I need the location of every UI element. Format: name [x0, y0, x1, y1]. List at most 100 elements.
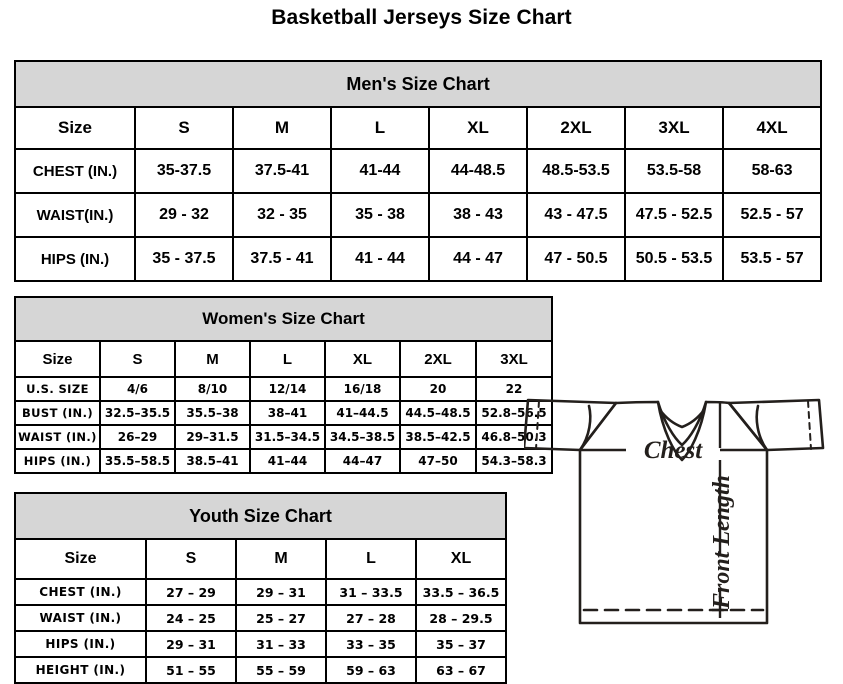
table-cell: 53.5 - 57	[721, 236, 823, 282]
table-cell: 35.5–38	[174, 400, 251, 426]
column-header-m: M	[232, 106, 332, 150]
table-cell: 32 - 35	[232, 192, 332, 238]
table-cell: 25 – 27	[235, 604, 327, 632]
table-cell: 20	[399, 376, 477, 402]
table-cell: 38 - 43	[428, 192, 528, 238]
table-cell: 34.5–38.5	[324, 424, 401, 450]
table-cell: 29 – 31	[145, 630, 237, 658]
table-row: HIPS (IN.) 35 - 37.5 37.5 - 41 41 - 44 4…	[14, 236, 823, 282]
table-cell: 33.5 – 36.5	[415, 578, 507, 606]
table-cell: 50.5 - 53.5	[624, 236, 724, 282]
table-cell: 33 – 35	[325, 630, 417, 658]
table-cell: 16/18	[324, 376, 401, 402]
row-label: WAIST (IN.)	[14, 424, 101, 450]
column-header-2xl: 2XL	[526, 106, 626, 150]
column-header-xl: XL	[324, 340, 401, 378]
jersey-outline-icon	[524, 398, 825, 625]
jersey-measurement-diagram: Chest Front Length	[524, 360, 839, 650]
row-label: HIPS (IN.)	[14, 630, 147, 658]
table-caption-row: Women's Size Chart	[13, 296, 554, 342]
table-cell: 35 - 38	[330, 192, 430, 238]
table-cell: 26–29	[99, 424, 176, 450]
row-label: WAIST(IN.)	[14, 192, 136, 238]
womens-chart-caption: Women's Size Chart	[13, 296, 554, 342]
table-cell: 31 – 33	[235, 630, 327, 658]
table-cell: 35 – 37	[415, 630, 507, 658]
table-cell: 32.5–35.5	[99, 400, 176, 426]
table-row: WAIST (IN.) 26–29 29–31.5 31.5–34.5 34.5…	[14, 424, 554, 450]
table-cell: 46.8–50.3	[474, 424, 554, 450]
table-row: HIPS (IN.) 35.5–58.5 38.5–41 41–44 44–47…	[14, 448, 554, 474]
table-cell: 47.5 - 52.5	[624, 192, 724, 238]
row-label: CHEST (IN.)	[14, 578, 147, 606]
table-cell: 59 – 63	[325, 656, 417, 684]
column-header-l: L	[325, 538, 417, 580]
column-header-l: L	[249, 340, 326, 378]
table-cell: 4/6	[99, 376, 176, 402]
table-cell: 27 – 28	[325, 604, 417, 632]
row-label: WAIST (IN.)	[14, 604, 147, 632]
row-label: CHEST (IN.)	[14, 148, 136, 194]
table-cell: 37.5 - 41	[232, 236, 332, 282]
column-header-3xl: 3XL	[624, 106, 724, 150]
table-cell: 37.5-41	[232, 148, 332, 194]
table-row: BUST (IN.) 32.5–35.5 35.5–38 38–41 41–44…	[14, 400, 554, 426]
table-cell: 52.5 - 57	[721, 192, 823, 238]
table-row: WAIST(IN.) 29 - 32 32 - 35 35 - 38 38 - …	[14, 192, 823, 238]
table-cell: 35.5–58.5	[99, 448, 176, 474]
column-header-s: S	[134, 106, 234, 150]
table-row: HEIGHT (IN.) 51 – 55 55 – 59 59 – 63 63 …	[14, 656, 507, 684]
table-row: HIPS (IN.) 29 – 31 31 – 33 33 – 35 35 – …	[14, 630, 507, 658]
table-row: WAIST (IN.) 24 – 25 25 – 27 27 – 28 28 –…	[14, 604, 507, 632]
column-header-size: Size	[14, 106, 136, 150]
column-header-s: S	[145, 538, 237, 580]
womens-size-chart-table: Women's Size Chart Size S M L XL 2XL 3XL…	[13, 296, 554, 474]
column-header-m: M	[174, 340, 251, 378]
table-cell: 27 – 29	[145, 578, 237, 606]
table-cell: 31.5–34.5	[249, 424, 326, 450]
table-cell: 44 - 47	[428, 236, 528, 282]
table-cell: 43 - 47.5	[526, 192, 626, 238]
table-cell: 44.5–48.5	[399, 400, 477, 426]
table-cell: 55 – 59	[235, 656, 327, 684]
row-label: BUST (IN.)	[14, 400, 101, 426]
column-header-size: Size	[14, 538, 147, 580]
youth-size-chart-table: Youth Size Chart Size S M L XL CHEST (IN…	[14, 492, 507, 684]
chest-label: Chest	[644, 437, 703, 464]
table-cell: 38.5–42.5	[399, 424, 477, 450]
table-cell: 29 - 32	[134, 192, 234, 238]
table-cell: 31 – 33.5	[325, 578, 417, 606]
table-cell: 47–50	[399, 448, 477, 474]
table-cell: 24 – 25	[145, 604, 237, 632]
table-cell: 41–44.5	[324, 400, 401, 426]
mens-chart-caption: Men's Size Chart	[13, 60, 823, 108]
table-cell: 63 – 67	[415, 656, 507, 684]
row-label: U.S. SIZE	[14, 376, 101, 402]
column-header-size: Size	[14, 340, 101, 378]
table-cell: 35 - 37.5	[134, 236, 234, 282]
table-header-row: Size S M L XL	[14, 538, 507, 580]
column-header-2xl: 2XL	[399, 340, 477, 378]
table-cell: 29–31.5	[174, 424, 251, 450]
table-cell: 8/10	[174, 376, 251, 402]
table-cell: 41 - 44	[330, 236, 430, 282]
table-row: CHEST (IN.) 27 – 29 29 – 31 31 – 33.5 33…	[14, 578, 507, 606]
table-caption-row: Youth Size Chart	[14, 492, 507, 540]
row-label: HIPS (IN.)	[14, 236, 136, 282]
column-header-s: S	[99, 340, 176, 378]
table-cell: 38.5–41	[174, 448, 251, 474]
front-length-label: Front Length	[709, 475, 735, 610]
table-cell: 52.8–56.5	[474, 400, 554, 426]
table-header-row: Size S M L XL 2XL 3XL 4XL	[14, 106, 823, 150]
column-header-xl: XL	[415, 538, 507, 580]
row-label: HIPS (IN.)	[14, 448, 101, 474]
table-cell: 51 – 55	[145, 656, 237, 684]
table-row: CHEST (IN.) 35-37.5 37.5-41 41-44 44-48.…	[14, 148, 823, 194]
table-cell: 35-37.5	[134, 148, 234, 194]
front-length-measure-line	[712, 402, 728, 618]
column-header-l: L	[330, 106, 430, 150]
table-cell: 58-63	[721, 148, 823, 194]
table-cell: 22	[474, 376, 554, 402]
table-cell: 28 – 29.5	[415, 604, 507, 632]
column-header-xl: XL	[428, 106, 528, 150]
